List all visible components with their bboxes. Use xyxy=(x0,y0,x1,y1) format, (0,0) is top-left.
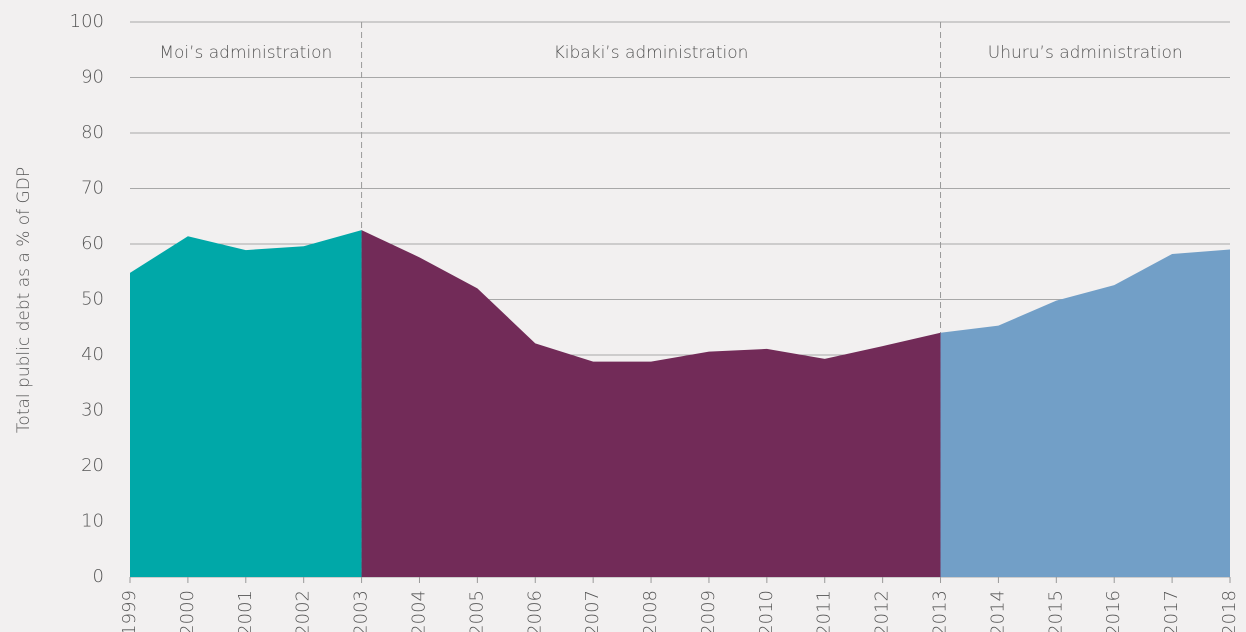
y-tick-label: 100 xyxy=(70,11,104,32)
y-tick-label: 90 xyxy=(81,67,104,88)
series-label: Moi’s administration xyxy=(159,43,332,63)
x-tick-label: 1999 xyxy=(119,590,140,632)
x-tick-label: 2004 xyxy=(408,590,429,632)
x-tick-label: 2007 xyxy=(582,590,603,632)
x-tick-label: 2010 xyxy=(756,590,777,632)
y-tick-label: 80 xyxy=(81,122,104,143)
x-tick-label: 2016 xyxy=(1103,590,1124,632)
x-tick-label: 2012 xyxy=(872,590,893,632)
x-tick-label: 2013 xyxy=(930,590,951,632)
x-tick-label: 2005 xyxy=(466,590,487,632)
x-tick-label: 2009 xyxy=(698,590,719,632)
area xyxy=(130,230,362,577)
x-tick-label: 2001 xyxy=(235,590,256,632)
x-tick-label: 2011 xyxy=(814,590,835,632)
y-tick-label: 40 xyxy=(81,344,104,365)
y-tick-label: 10 xyxy=(81,511,104,532)
y-tick-label: 20 xyxy=(81,455,104,476)
y-tick-label: 70 xyxy=(81,178,104,199)
x-tick-label: 2014 xyxy=(987,590,1008,632)
x-tick-label: 2003 xyxy=(351,590,372,632)
x-tick-label: 2008 xyxy=(640,590,661,632)
x-tick-label: 2015 xyxy=(1045,590,1066,632)
x-tick-label: 2018 xyxy=(1219,590,1240,632)
y-axis-label: Total public debt as a % of GDP xyxy=(14,167,34,433)
y-tick-label: 50 xyxy=(81,289,104,310)
area xyxy=(940,249,1230,578)
series-label: Uhuru’s administration xyxy=(988,43,1183,63)
area xyxy=(361,230,941,577)
series-label: Kibaki’s administration xyxy=(554,43,749,63)
x-tick-label: 2006 xyxy=(524,590,545,632)
y-tick-label: 0 xyxy=(93,566,104,587)
y-tick-label: 30 xyxy=(81,400,104,421)
x-tick-label: 2017 xyxy=(1161,590,1182,632)
y-tick-label: 60 xyxy=(81,233,104,254)
x-tick-label: 2000 xyxy=(177,590,198,632)
x-tick-label: 2002 xyxy=(293,590,314,632)
